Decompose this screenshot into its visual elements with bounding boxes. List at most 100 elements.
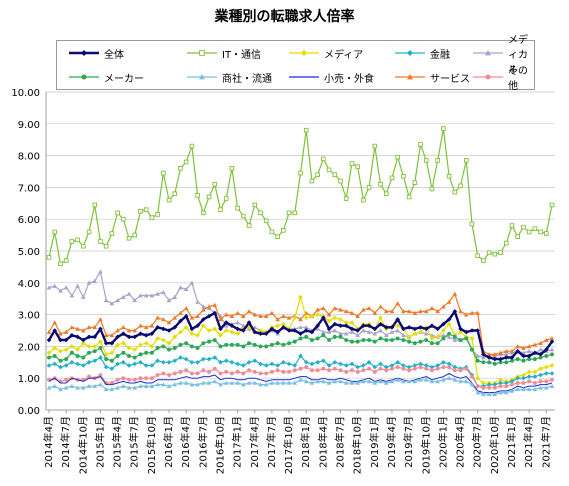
- data-point: [435, 334, 440, 340]
- data-point: [361, 338, 366, 342]
- data-point: [498, 350, 503, 355]
- data-point: [138, 352, 143, 357]
- data-point: [87, 374, 91, 379]
- data-point: [103, 387, 109, 392]
- data-point: [172, 191, 178, 197]
- data-point: [321, 379, 326, 384]
- data-point: [252, 202, 258, 208]
- data-point: [86, 344, 92, 349]
- data-point: [269, 369, 274, 374]
- data-point: [469, 221, 475, 227]
- data-point: [504, 360, 509, 365]
- data-point: [235, 310, 240, 315]
- data-point: [349, 329, 355, 334]
- data-point: [223, 328, 229, 333]
- data-point: [263, 331, 269, 336]
- x-tick-label: 2016年10月: [213, 416, 226, 474]
- data-point: [481, 380, 486, 386]
- data-point: [384, 368, 389, 373]
- data-point: [349, 320, 355, 325]
- data-point: [332, 328, 338, 333]
- data-point: [46, 337, 52, 343]
- data-point: [401, 363, 406, 368]
- data-point: [178, 329, 183, 335]
- legend-label: メディカル: [508, 34, 528, 76]
- data-point: [161, 382, 166, 387]
- data-point: [532, 357, 537, 362]
- data-point: [355, 364, 360, 370]
- data-point: [412, 331, 418, 336]
- data-point: [452, 334, 457, 339]
- data-point: [538, 379, 543, 384]
- data-point: [435, 326, 440, 332]
- data-point: [52, 345, 58, 351]
- data-point: [469, 336, 475, 341]
- data-point: [326, 380, 332, 385]
- data-point: [338, 317, 343, 322]
- data-point: [246, 360, 252, 365]
- data-point: [538, 347, 543, 352]
- data-point: [412, 379, 418, 384]
- data-point: [241, 382, 246, 387]
- data-point: [155, 382, 160, 387]
- data-point: [104, 357, 109, 362]
- data-point: [218, 326, 223, 332]
- data-point: [298, 294, 303, 300]
- data-point: [80, 328, 86, 333]
- data-point: [367, 338, 372, 342]
- data-point: [241, 363, 246, 368]
- data-point: [458, 338, 463, 342]
- data-point: [161, 326, 166, 332]
- data-point: [338, 307, 343, 312]
- data-point: [172, 371, 177, 376]
- data-point: [98, 355, 103, 360]
- data-point: [515, 234, 520, 239]
- data-point: [252, 329, 258, 335]
- data-point: [326, 363, 332, 368]
- data-point: [63, 285, 69, 290]
- data-point: [406, 334, 412, 340]
- data-point: [458, 309, 463, 314]
- legend-swatch: [289, 50, 319, 56]
- data-point: [195, 323, 200, 329]
- data-point: [526, 344, 532, 349]
- data-point: [343, 323, 349, 329]
- data-point: [98, 269, 103, 274]
- data-point: [184, 341, 189, 346]
- legend-label: サービス: [430, 73, 470, 85]
- data-point: [407, 368, 412, 373]
- data-point: [418, 309, 423, 314]
- data-point: [349, 368, 354, 373]
- data-point: [429, 336, 435, 341]
- data-point: [349, 310, 355, 315]
- data-point: [492, 251, 498, 257]
- data-point: [395, 377, 400, 382]
- data-point: [206, 380, 212, 385]
- data-point: [452, 189, 458, 195]
- data-point: [367, 366, 372, 371]
- data-point: [63, 385, 69, 390]
- x-tick-label: 2017年4月: [248, 416, 261, 468]
- legend-marker: [81, 74, 87, 80]
- series-line: [48, 293, 553, 355]
- x-tick-label: 2017年7月: [265, 416, 278, 468]
- data-point: [75, 326, 80, 331]
- data-point: [132, 355, 137, 360]
- data-point: [86, 280, 92, 285]
- data-point: [138, 331, 143, 336]
- data-point: [463, 379, 469, 384]
- data-point: [115, 385, 120, 390]
- data-point: [92, 202, 98, 208]
- data-point: [526, 348, 532, 354]
- legend-swatch: [187, 50, 217, 56]
- data-point: [435, 341, 440, 346]
- data-point: [246, 380, 252, 385]
- y-tick-label: 10.00: [11, 88, 40, 99]
- data-point: [52, 383, 58, 388]
- legend-marker: [407, 50, 413, 56]
- data-point: [521, 353, 526, 359]
- data-point: [281, 321, 286, 327]
- data-point: [441, 328, 446, 333]
- data-point: [412, 363, 418, 368]
- series-7: [46, 375, 555, 396]
